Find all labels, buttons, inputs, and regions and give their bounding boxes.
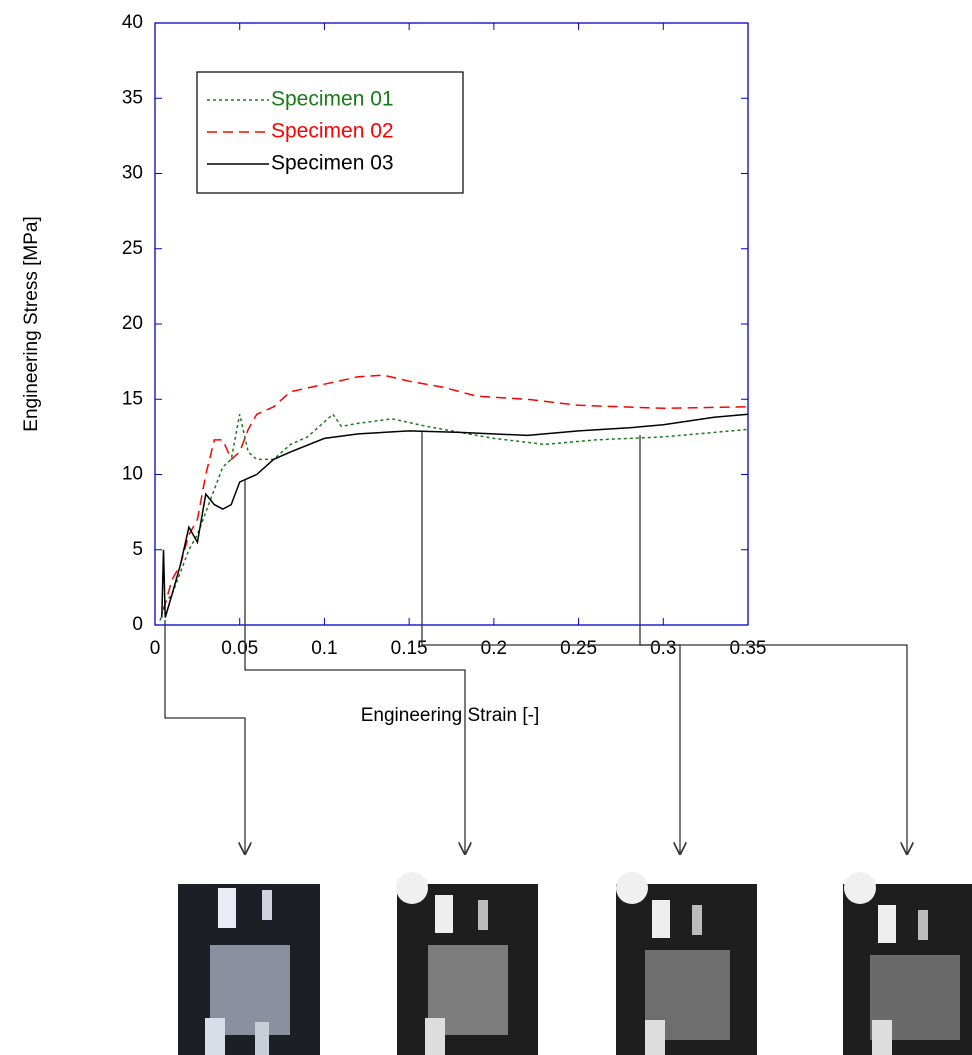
x-tick-label: 0.15 [391,638,428,659]
specimen-photos [178,872,972,1055]
photo [843,872,972,1055]
y-tick-label: 30 [122,163,143,184]
y-tick-label: 5 [132,539,143,560]
plot-area: 0 5 10 15 20 25 30 35 40 0 0.05 0.1 0.15 0.2 0.25 0.3 0.… [122,12,767,659]
photo [178,884,320,1055]
x-axis-label: Engineering Strain [-] [361,705,540,726]
legend-label: Specimen 03 [271,152,394,175]
y-tick-label: 25 [122,238,143,259]
x-tick-label: 0.25 [560,638,597,659]
leader-lines [164,432,907,855]
leader-line [639,435,907,855]
legend: Specimen 01 Specimen 02 Specimen 03 [196,71,464,194]
x-tick-label: 0.05 [221,638,258,659]
x-tick-label: 0.3 [650,638,676,659]
y-tick-label: 35 [122,87,143,108]
y-tick-label: 10 [122,464,143,485]
series-line [161,413,749,618]
x-tick-label: 0.35 [730,638,767,659]
leader-line [421,432,680,855]
photo [396,872,538,1055]
series-line [159,413,749,621]
y-tick-label: 40 [122,12,143,33]
y-axis-label: Engineering Stress [MPa] [21,216,42,431]
x-tick-label: 0.2 [481,638,507,659]
series-line [162,374,749,611]
leader-line [244,480,465,855]
leader-line [164,620,245,855]
x-tick-label: 0.1 [311,638,337,659]
legend-label: Specimen 01 [271,88,394,111]
y-tick-label: 20 [122,313,143,334]
y-tick-label: 15 [122,388,143,409]
legend-label: Specimen 02 [271,120,394,143]
y-tick-label: 0 [132,614,143,635]
photo [616,872,757,1055]
x-tick-label: 0 [150,638,161,659]
